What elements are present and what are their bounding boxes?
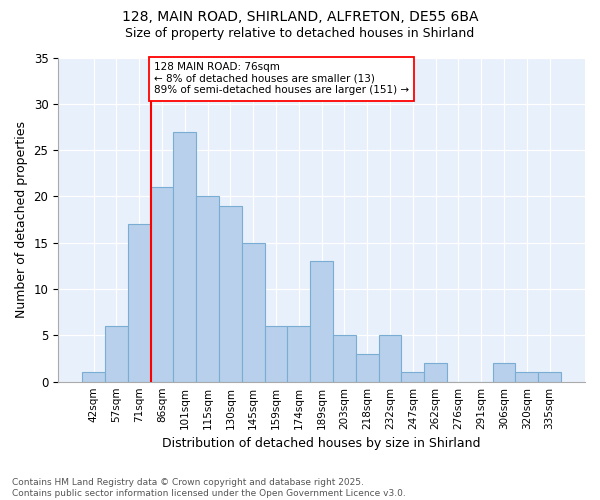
Bar [128, 224, 151, 382]
Bar [424, 363, 447, 382]
Bar [538, 372, 561, 382]
Bar [515, 372, 538, 382]
Bar [379, 336, 401, 382]
Bar [219, 206, 242, 382]
Bar [356, 354, 379, 382]
Bar [287, 326, 310, 382]
Text: Size of property relative to detached houses in Shirland: Size of property relative to detached ho… [125, 28, 475, 40]
Bar [82, 372, 105, 382]
Bar [493, 363, 515, 382]
Bar [242, 242, 265, 382]
Bar [333, 336, 356, 382]
Text: Contains HM Land Registry data © Crown copyright and database right 2025.
Contai: Contains HM Land Registry data © Crown c… [12, 478, 406, 498]
Bar [105, 326, 128, 382]
Text: 128 MAIN ROAD: 76sqm
← 8% of detached houses are smaller (13)
89% of semi-detach: 128 MAIN ROAD: 76sqm ← 8% of detached ho… [154, 62, 409, 96]
Bar [151, 187, 173, 382]
Y-axis label: Number of detached properties: Number of detached properties [15, 121, 28, 318]
Bar [173, 132, 196, 382]
Bar [265, 326, 287, 382]
Text: 128, MAIN ROAD, SHIRLAND, ALFRETON, DE55 6BA: 128, MAIN ROAD, SHIRLAND, ALFRETON, DE55… [122, 10, 478, 24]
X-axis label: Distribution of detached houses by size in Shirland: Distribution of detached houses by size … [163, 437, 481, 450]
Bar [401, 372, 424, 382]
Bar [196, 196, 219, 382]
Bar [310, 262, 333, 382]
